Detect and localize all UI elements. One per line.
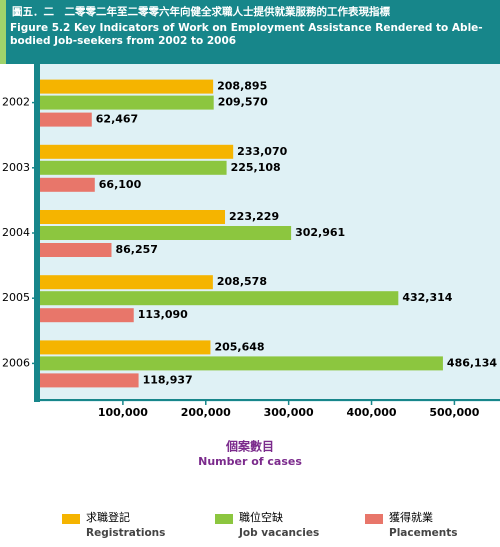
- bar: [40, 226, 292, 240]
- y-tick-label: 2006: [2, 356, 30, 369]
- bar: [40, 308, 134, 323]
- bar: [40, 95, 214, 110]
- value-label: 233,070: [237, 145, 287, 158]
- bar: [40, 177, 95, 192]
- x-tick-label: 200,000: [181, 406, 231, 419]
- value-label: 208,895: [217, 80, 267, 93]
- bar: [40, 144, 234, 159]
- legend-swatch: [215, 514, 233, 524]
- y-tick-label: 2004: [2, 226, 30, 239]
- bar: [40, 79, 214, 94]
- value-label: 486,134: [447, 356, 497, 369]
- x-axis-label-en: Number of cases: [198, 455, 302, 468]
- value-label: 62,467: [96, 113, 138, 126]
- value-label: 223,229: [229, 210, 279, 223]
- bar: [40, 243, 112, 257]
- bar: [40, 112, 92, 127]
- subtitle-box: Figure 5.2 Key Indicators of Work on Emp…: [10, 22, 483, 47]
- value-label: 113,090: [138, 308, 188, 321]
- value-label: 208,578: [217, 275, 267, 288]
- value-label: 302,961: [295, 226, 345, 239]
- chart-subtitle: Figure 5.2 Key Indicators of Work on Emp…: [10, 22, 483, 47]
- legend-label: 獲得就業: [389, 510, 433, 524]
- legend-label: 職位空缺: [239, 510, 283, 524]
- value-label: 209,570: [218, 96, 268, 109]
- x-tick-label: 300,000: [264, 406, 314, 419]
- value-label: 118,937: [143, 373, 193, 386]
- bar: [40, 373, 139, 388]
- bar: [40, 210, 226, 224]
- bar: [40, 356, 443, 371]
- y-tick-label: 2002: [2, 96, 30, 109]
- value-label: 66,100: [99, 178, 142, 191]
- value-label: 205,648: [214, 340, 264, 353]
- bar: [40, 160, 227, 175]
- value-label: 86,257: [115, 243, 157, 256]
- x-tick-label: 500,000: [429, 406, 479, 419]
- x-tick-label: 400,000: [346, 406, 396, 419]
- legend-label: 求職登記: [86, 510, 130, 524]
- value-label: 432,314: [402, 291, 452, 304]
- header: [0, 0, 500, 64]
- bar: [40, 340, 211, 355]
- legend-swatch: [365, 514, 383, 524]
- x-axis-label: 個案數目: [225, 439, 274, 454]
- y-tick-label: 2005: [2, 291, 30, 304]
- value-label: 225,108: [231, 161, 281, 174]
- bar: [40, 275, 213, 290]
- header-stripe: [0, 0, 6, 64]
- bar: [40, 291, 399, 306]
- legend-label-en: Job vacancies: [238, 527, 319, 539]
- y-tick-label: 2003: [2, 161, 30, 174]
- x-tick-label: 100,000: [98, 406, 148, 419]
- legend-label-en: Placements: [389, 527, 458, 539]
- legend-label-en: Registrations: [86, 527, 165, 539]
- chart-title: 圖五．二 二零零二年至二零零六年向健全求職人士提供就業服務的工作表現指標: [12, 5, 390, 18]
- legend-swatch: [62, 514, 80, 524]
